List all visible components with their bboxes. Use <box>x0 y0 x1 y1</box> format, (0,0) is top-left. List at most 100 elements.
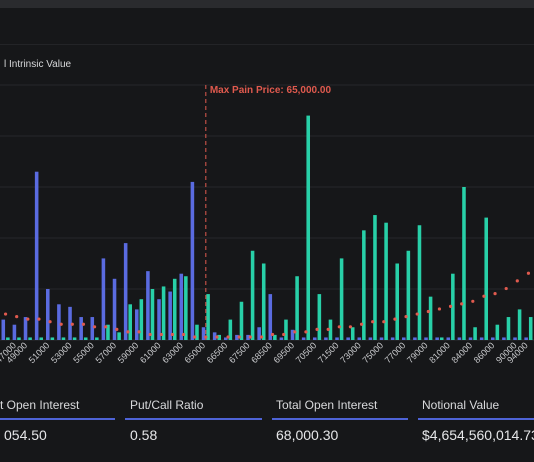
call-bar <box>95 337 99 340</box>
call-bar <box>306 116 310 340</box>
call-bar <box>206 294 210 340</box>
call-bar <box>473 327 477 340</box>
stat-title: Total Open Interest <box>276 398 377 412</box>
call-bar <box>507 317 511 340</box>
call-bar <box>418 225 422 340</box>
put-bar <box>91 317 95 340</box>
x-tick-label: 86000 <box>472 340 497 365</box>
call-bar <box>318 294 322 340</box>
x-tick-label: 75000 <box>360 340 385 365</box>
put-bar <box>491 337 495 340</box>
put-bar <box>324 337 328 340</box>
intrinsic-point <box>37 318 40 321</box>
call-bar <box>295 276 299 340</box>
put-bar <box>2 320 6 340</box>
intrinsic-point <box>238 335 241 338</box>
intrinsic-point <box>215 335 218 338</box>
intrinsic-point <box>338 325 341 328</box>
intrinsic-point <box>293 330 296 333</box>
intrinsic-point <box>182 333 185 336</box>
x-tick-label: 69500 <box>271 340 296 365</box>
put-bar <box>335 337 339 340</box>
x-tick-label: 55000 <box>71 340 96 365</box>
stats-row: t Open Interest 054.50 Put/Call Ratio 0.… <box>0 392 534 462</box>
intrinsic-point <box>516 279 519 282</box>
call-bar <box>173 279 177 340</box>
intrinsic-point <box>226 335 229 338</box>
intrinsic-point <box>4 312 7 315</box>
intrinsic-point <box>360 323 363 326</box>
intrinsic-point <box>282 333 285 336</box>
intrinsic-point <box>449 305 452 308</box>
x-tick-label: 65000 <box>182 340 207 365</box>
put-bar <box>346 337 350 340</box>
intrinsic-point <box>382 320 385 323</box>
x-tick-label: 67500 <box>227 340 252 365</box>
call-bar <box>240 302 244 340</box>
put-bar <box>191 182 195 340</box>
call-bar <box>184 276 188 340</box>
call-bar <box>17 337 21 340</box>
stat-value: $4,654,560,014.73 <box>422 427 534 443</box>
stat-title: Put/Call Ratio <box>130 398 203 412</box>
call-bar <box>395 264 399 341</box>
intrinsic-point <box>193 335 196 338</box>
x-tick-label: 66500 <box>205 340 230 365</box>
put-bar <box>313 337 317 340</box>
intrinsic-point <box>438 307 441 310</box>
put-bar <box>424 337 428 340</box>
x-tick-label: 79000 <box>405 340 430 365</box>
intrinsic-point <box>115 328 118 331</box>
stat-value: 054.50 <box>4 427 47 443</box>
call-bar <box>39 337 43 340</box>
x-tick-label: 81000 <box>427 340 452 365</box>
call-bar <box>51 337 55 340</box>
intrinsic-point <box>349 325 352 328</box>
call-bar <box>407 251 411 340</box>
stat-underline <box>418 418 534 420</box>
intrinsic-point <box>493 292 496 295</box>
intrinsic-point <box>271 333 274 336</box>
call-bar <box>351 327 355 340</box>
put-bar <box>380 337 384 340</box>
intrinsic-point <box>160 333 163 336</box>
call-bar <box>162 286 166 340</box>
intrinsic-point <box>505 287 508 290</box>
put-bar <box>302 337 306 340</box>
stat-value: 0.58 <box>130 427 157 443</box>
stat-underline <box>125 418 262 420</box>
x-tick-label: 70500 <box>294 340 319 365</box>
intrinsic-point <box>315 328 318 331</box>
x-tick-label: 63000 <box>160 340 185 365</box>
x-tick-label: 61000 <box>138 340 163 365</box>
put-bar <box>413 337 417 340</box>
put-bar <box>168 292 172 340</box>
call-bar <box>440 337 444 340</box>
put-bar <box>502 337 506 340</box>
intrinsic-point <box>171 333 174 336</box>
intrinsic-point <box>404 315 407 318</box>
put-bar <box>402 337 406 340</box>
put-bar <box>391 337 395 340</box>
stat-underline <box>0 418 115 420</box>
intrinsic-point <box>327 328 330 331</box>
intrinsic-point <box>93 325 96 328</box>
stat-title: t Open Interest <box>0 398 79 412</box>
stat-value: 68,000.30 <box>276 427 338 443</box>
call-bar <box>529 317 533 340</box>
put-bar <box>57 304 61 340</box>
intrinsic-point <box>304 330 307 333</box>
intrinsic-point <box>416 312 419 315</box>
stat-title: Notional Value <box>422 398 499 412</box>
call-bar <box>28 337 32 340</box>
put-bar <box>180 274 184 340</box>
intrinsic-point <box>527 272 530 275</box>
intrinsic-point <box>60 323 63 326</box>
call-bar <box>140 299 144 340</box>
x-tick-label: 51000 <box>27 340 52 365</box>
intrinsic-point <box>15 315 18 318</box>
max-pain-label: Max Pain Price: 65,000.00 <box>210 85 332 96</box>
put-bar <box>458 337 462 340</box>
intrinsic-point <box>71 323 74 326</box>
intrinsic-point <box>460 302 463 305</box>
